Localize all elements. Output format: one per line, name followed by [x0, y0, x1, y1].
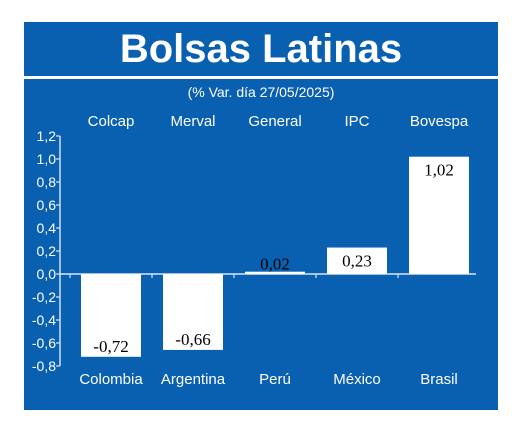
bar-ipc	[327, 247, 387, 274]
data-label: 0,02	[260, 255, 290, 274]
y-tick-label: 1,2	[37, 128, 57, 144]
bar-chart: 1,2 1,0 0,8 0,6 0,4 0,2 0,0 -0,2 -0,4 -0,6 -0,8 -0,…	[32, 113, 476, 388]
category-label: Colcap	[88, 113, 135, 130]
y-tick-label: 0,6	[37, 197, 57, 213]
data-label: -0,72	[93, 337, 128, 356]
category-label: Bovespa	[410, 113, 469, 130]
bar-bovespa	[409, 156, 469, 274]
country-label: Brasil	[420, 371, 458, 388]
y-tick-label: 0,2	[37, 243, 57, 259]
y-tick-label: 0,4	[37, 220, 57, 236]
data-label: -0,66	[175, 330, 210, 349]
bar-colcap	[81, 274, 141, 357]
data-label: 0,23	[342, 252, 372, 271]
country-label: Colombia	[79, 371, 143, 388]
category-label: Merval	[170, 113, 215, 130]
category-label: General	[248, 113, 301, 130]
category-label: IPC	[344, 113, 369, 130]
y-tick-label: 1,0	[37, 151, 57, 167]
country-label: Argentina	[161, 371, 226, 388]
chart-title: Bolsas Latinas	[119, 27, 403, 71]
y-tick-label: 0,8	[37, 174, 57, 190]
title-divider	[24, 76, 498, 79]
data-label: 1,02	[424, 161, 454, 180]
y-tick-label: -0,2	[32, 289, 56, 305]
y-tick-label: -0,6	[32, 335, 56, 351]
bar-general	[245, 271, 305, 274]
country-label: México	[333, 371, 381, 388]
y-tick-label: -0,4	[32, 312, 56, 328]
y-tick-label: 0,0	[37, 266, 57, 282]
country-label: Perú	[259, 371, 291, 388]
chart-subtitle: (% Var. día 27/05/2025)	[187, 84, 335, 100]
y-tick-label: -0,8	[32, 358, 56, 374]
bar-merval	[163, 274, 223, 350]
chart-panel: Bolsas Latinas (% Var. día 27/05/2025) 1…	[24, 22, 498, 410]
